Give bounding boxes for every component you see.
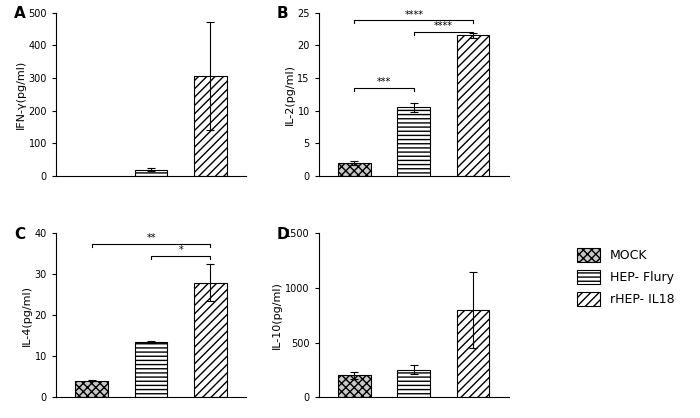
Text: B: B xyxy=(277,6,288,21)
Y-axis label: IL-2(pg/ml): IL-2(pg/ml) xyxy=(284,64,295,125)
Y-axis label: IL-10(pg/ml): IL-10(pg/ml) xyxy=(272,281,282,349)
Bar xyxy=(194,283,227,397)
Bar xyxy=(457,36,489,176)
Text: ****: **** xyxy=(434,21,453,31)
Text: **: ** xyxy=(146,233,156,243)
Text: ****: **** xyxy=(405,10,424,20)
Y-axis label: IL-4(pg/ml): IL-4(pg/ml) xyxy=(22,285,32,346)
Bar xyxy=(457,310,489,397)
Text: C: C xyxy=(14,227,25,242)
Bar xyxy=(338,163,371,176)
Text: A: A xyxy=(14,6,26,21)
Bar xyxy=(338,375,371,397)
Bar xyxy=(134,170,167,176)
Legend: MOCK, HEP- Flury, rHEP- IL18: MOCK, HEP- Flury, rHEP- IL18 xyxy=(578,248,674,306)
Bar xyxy=(194,76,227,176)
Bar xyxy=(398,107,430,176)
Text: D: D xyxy=(277,227,290,242)
Y-axis label: IFN-γ(pg/ml): IFN-γ(pg/ml) xyxy=(15,60,26,129)
Text: *: * xyxy=(178,245,183,255)
Bar xyxy=(134,342,167,397)
Text: ***: *** xyxy=(377,77,391,87)
Bar xyxy=(76,381,108,397)
Bar xyxy=(398,370,430,397)
